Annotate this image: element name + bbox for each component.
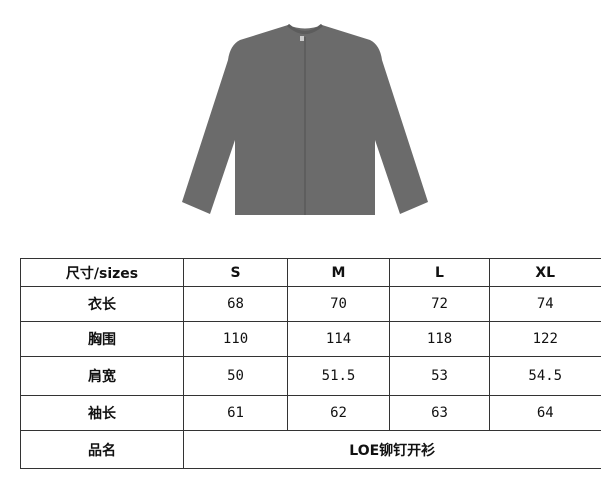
cell: 51.5: [287, 356, 390, 396]
cell: 54.5: [489, 356, 601, 396]
cell: 72: [389, 286, 490, 322]
cell: 118: [389, 321, 490, 357]
cell: 50: [183, 356, 288, 396]
product-name-row: 品名 LOE铆钉开衫: [20, 430, 601, 469]
cell: 114: [287, 321, 390, 357]
label-tag-icon: [300, 36, 304, 41]
table-row: 衣长 68 70 72 74: [20, 286, 601, 322]
cell: 62: [287, 395, 390, 431]
size-table: 尺寸/sizes S M L XL 衣长 68 70 72 74 胸围 110 …: [20, 258, 601, 469]
cell: 68: [183, 286, 288, 322]
header-cell: 尺寸/sizes: [20, 258, 184, 287]
cell: 61: [183, 395, 288, 431]
cell: 70: [287, 286, 390, 322]
header-cell: XL: [489, 258, 601, 287]
header-cell: M: [287, 258, 390, 287]
cell: 53: [389, 356, 490, 396]
table-row: 肩宽 50 51.5 53 54.5: [20, 356, 601, 396]
header-cell: L: [389, 258, 490, 287]
row-label: 肩宽: [20, 356, 184, 396]
cell: 64: [489, 395, 601, 431]
cell: 122: [489, 321, 601, 357]
cardigan-product-image: [182, 23, 428, 215]
table-row: 袖长 61 62 63 64: [20, 395, 601, 431]
row-label: 品名: [20, 430, 184, 469]
table-row: 胸围 110 114 118 122: [20, 321, 601, 357]
row-label: 袖长: [20, 395, 184, 431]
cell: 63: [389, 395, 490, 431]
table-header-row: 尺寸/sizes S M L XL: [20, 258, 601, 287]
product-name: LOE铆钉开衫: [183, 430, 601, 469]
cell: 110: [183, 321, 288, 357]
row-label: 衣长: [20, 286, 184, 322]
row-label: 胸围: [20, 321, 184, 357]
header-cell: S: [183, 258, 288, 287]
cell: 74: [489, 286, 601, 322]
